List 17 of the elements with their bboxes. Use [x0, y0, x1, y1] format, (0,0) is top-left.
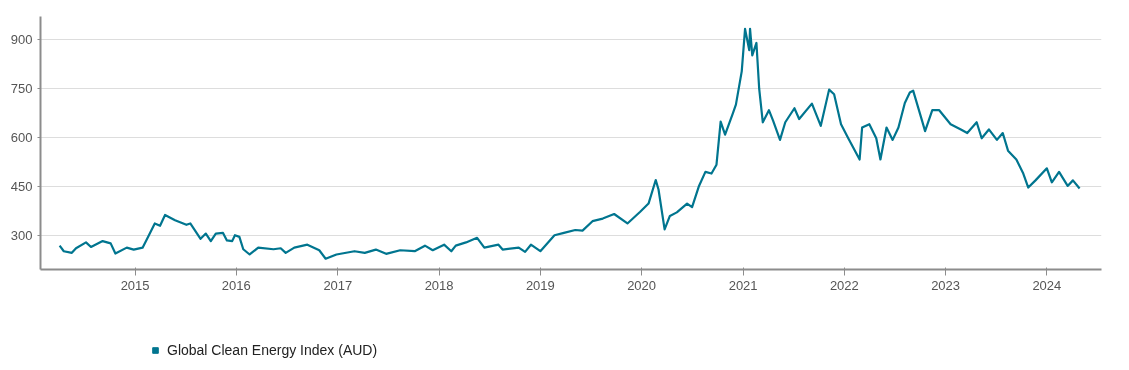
x-tick-label: 2016 — [221, 277, 251, 293]
x-tick-label: 2024 — [1032, 277, 1062, 293]
legend-label: Global Clean Energy Index (AUD) — [167, 342, 378, 358]
y-tick-label: 450 — [10, 178, 33, 194]
x-tick-label: 2018 — [424, 277, 454, 293]
y-tick-label: 750 — [10, 80, 33, 96]
x-tick-label: 2023 — [931, 277, 961, 293]
line-series — [58, 27, 1081, 260]
x-tick-label: 2021 — [728, 277, 758, 293]
x-tick-label: 2020 — [627, 277, 657, 293]
x-tick-label: 2015 — [120, 277, 150, 293]
x-tick-label: 2019 — [525, 277, 555, 293]
x-tick-label: 2022 — [829, 277, 859, 293]
x-tick-label: 2017 — [323, 277, 353, 293]
y-tick-label: 900 — [10, 31, 33, 47]
y-tick-label: 300 — [10, 227, 33, 243]
y-tick-label: 600 — [10, 129, 33, 145]
